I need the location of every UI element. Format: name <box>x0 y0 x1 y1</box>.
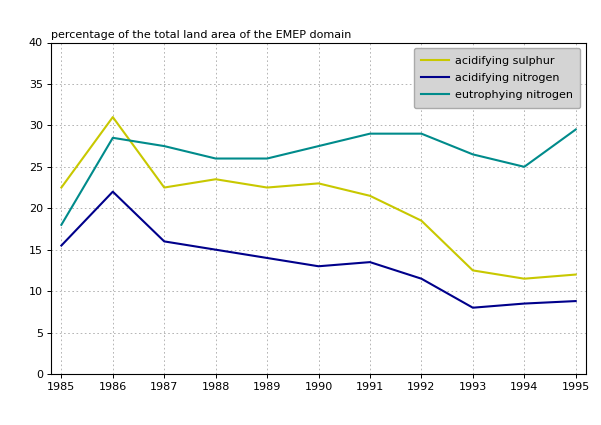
Text: percentage of the total land area of the EMEP domain: percentage of the total land area of the… <box>51 30 352 40</box>
Legend: acidifying sulphur, acidifying nitrogen, eutrophying nitrogen: acidifying sulphur, acidifying nitrogen,… <box>413 48 581 108</box>
